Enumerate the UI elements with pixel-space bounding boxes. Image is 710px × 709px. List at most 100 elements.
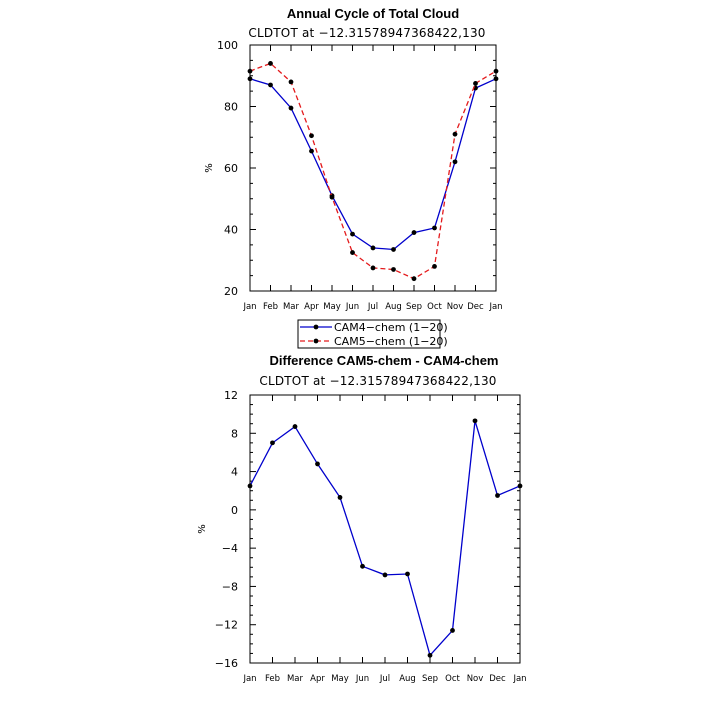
legend-box <box>297 319 441 349</box>
y-tick-label: 4 <box>231 466 238 479</box>
data-point <box>382 572 388 578</box>
x-tick-label: Sep <box>406 302 422 312</box>
y-tick-label: −16 <box>215 657 238 670</box>
x-tick-label: Sep <box>422 674 438 684</box>
series-line-1 <box>249 420 521 657</box>
chart-1-legend: CAM4−chem (1−20) CAM5−chem (1−20) <box>297 319 448 349</box>
chart-1-y-axis-label: % <box>204 163 215 173</box>
difference-chart: Difference CAM5-chem - CAM4-chem CLDTOT … <box>197 353 527 684</box>
data-point <box>350 231 355 237</box>
y-tick-label: −12 <box>215 619 238 632</box>
x-tick-label: Feb <box>263 302 278 312</box>
data-point <box>360 563 365 569</box>
chart-1-title: Annual Cycle of Total Cloud <box>287 6 459 21</box>
data-point <box>405 571 410 577</box>
x-tick-label: Jul <box>367 302 378 312</box>
y-tick-label: 20 <box>224 285 238 298</box>
x-tick-label: Aug <box>399 674 416 684</box>
x-tick-label: Feb <box>265 674 280 684</box>
x-tick-label: May <box>323 302 341 312</box>
chart-1-plot-frame <box>249 44 497 292</box>
data-point <box>315 461 320 467</box>
x-tick-label: Jan <box>242 302 256 312</box>
chart-2-series <box>247 418 523 658</box>
y-tick-label: −4 <box>222 542 238 555</box>
data-point <box>450 628 455 633</box>
chart-1-series <box>247 61 499 282</box>
data-point <box>473 81 478 86</box>
data-point <box>495 493 500 498</box>
x-tick-label: Apr <box>304 302 319 312</box>
data-point <box>432 225 437 231</box>
data-point <box>370 265 376 271</box>
y-tick-label: −8 <box>222 580 238 593</box>
data-point <box>411 276 417 282</box>
x-tick-label: Nov <box>447 302 464 312</box>
x-tick-label: Jun <box>355 674 369 684</box>
x-tick-label: Jul <box>379 674 390 684</box>
data-point <box>309 148 314 154</box>
legend-marker-cam5 <box>313 338 319 344</box>
x-tick-label: Mar <box>287 674 304 684</box>
x-tick-label: Oct <box>427 302 442 312</box>
chart-1-x-axis: Jan Feb Mar Apr May Jun Jul Aug Sep Oct Nov Dec Jan <box>242 45 503 312</box>
data-point <box>247 68 253 74</box>
data-point <box>247 483 253 489</box>
data-point <box>411 230 417 235</box>
data-point <box>432 264 437 269</box>
data-point <box>391 267 396 272</box>
y-tick-label: 100 <box>217 39 238 52</box>
data-point <box>309 133 314 139</box>
x-tick-label: Nov <box>467 674 484 684</box>
x-tick-label: Aug <box>385 302 402 312</box>
x-tick-label: May <box>331 674 349 684</box>
data-point <box>329 194 335 200</box>
data-point <box>288 79 294 85</box>
data-point <box>452 159 458 165</box>
y-tick-label: 40 <box>224 224 238 237</box>
data-point <box>350 250 355 255</box>
x-tick-label: Apr <box>310 674 325 684</box>
x-tick-label: Jun <box>345 302 359 312</box>
annual-cycle-chart: Annual Cycle of Total Cloud CLDTOT at −1… <box>204 6 503 349</box>
data-point <box>493 68 499 74</box>
data-point <box>247 76 253 82</box>
data-point <box>370 245 376 251</box>
x-tick-label: Oct <box>445 674 460 684</box>
chart-1-subtitle: CLDTOT at −12.31578947368422,130 <box>248 26 485 40</box>
chart-2-y-axis-label: % <box>197 524 208 534</box>
y-tick-label: 8 <box>231 427 238 440</box>
chart-2-title: Difference CAM5-chem - CAM4-chem <box>270 353 499 368</box>
x-tick-label: Dec <box>467 302 484 312</box>
data-point <box>427 652 433 658</box>
data-point <box>270 440 275 446</box>
y-tick-label: 0 <box>231 504 238 517</box>
series-line-1 <box>249 78 497 251</box>
data-point <box>517 483 523 489</box>
data-point <box>391 247 396 252</box>
data-point <box>452 131 458 137</box>
data-point <box>288 105 294 111</box>
x-tick-label: Dec <box>489 674 506 684</box>
chart-2-y-axis: −16 −12 −8 −4 0 4 8 12 <box>215 389 520 670</box>
legend-label-cam4: CAM4−chem (1−20) <box>334 321 448 334</box>
legend-label-cam5: CAM5−chem (1−20) <box>334 335 448 348</box>
x-tick-label: Jan <box>512 674 526 684</box>
legend-marker-cam4 <box>313 324 319 330</box>
y-tick-label: 80 <box>224 101 238 114</box>
y-tick-label: 12 <box>224 389 238 402</box>
chart-1-y-axis: 20 40 60 80 100 <box>217 39 496 298</box>
y-tick-label: 60 <box>224 162 238 175</box>
data-point <box>337 495 343 500</box>
x-tick-label: Mar <box>283 302 300 312</box>
data-point <box>493 76 499 82</box>
chart-2-subtitle: CLDTOT at −12.31578947368422,130 <box>259 374 496 388</box>
data-point <box>268 61 273 66</box>
data-point <box>292 424 298 429</box>
x-tick-label: Jan <box>488 302 502 312</box>
chart-2-x-axis: Jan Feb Mar Apr May Jun Jul Aug Sep Oct Nov Dec Jan <box>242 395 527 684</box>
data-point <box>472 418 478 424</box>
x-tick-label: Jan <box>242 674 256 684</box>
data-point <box>268 82 273 88</box>
